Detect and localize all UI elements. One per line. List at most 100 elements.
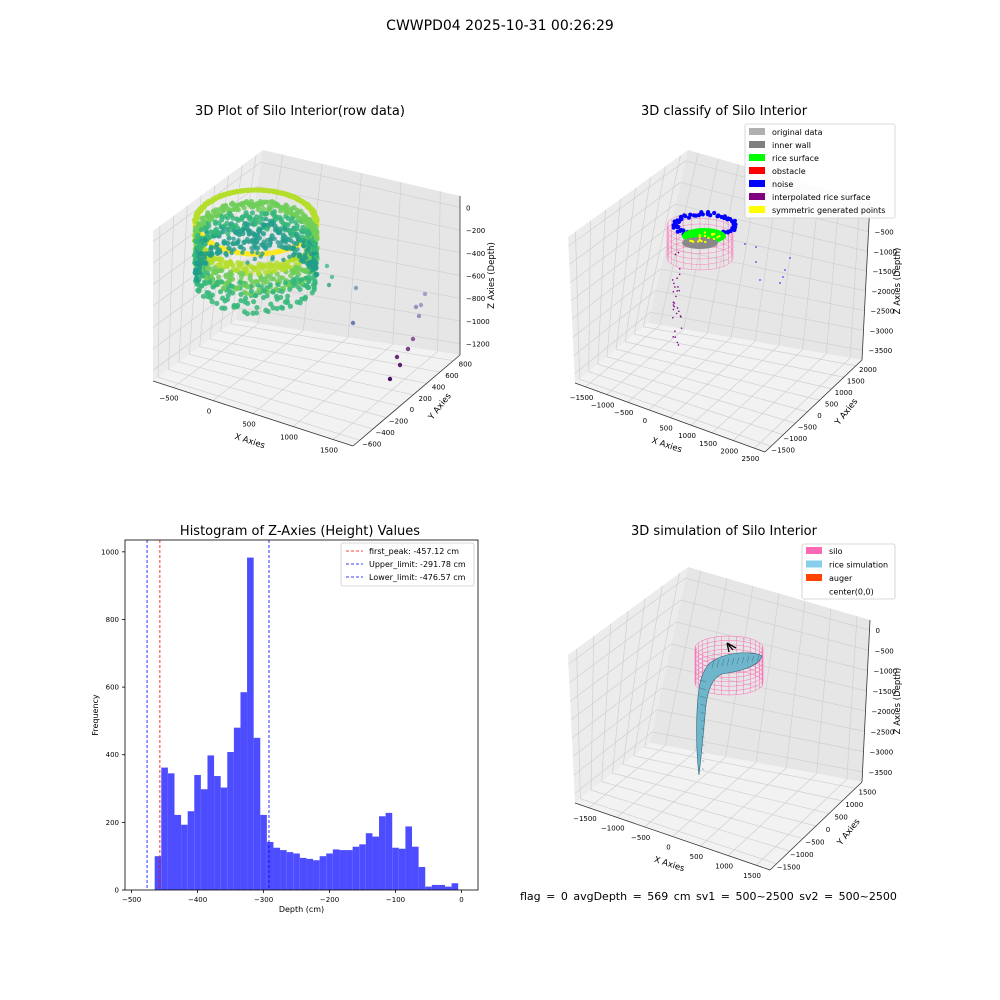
grid-line [633, 585, 663, 756]
data-point [297, 277, 303, 283]
y-axis-label: Frequency [91, 694, 100, 736]
data-point [282, 299, 288, 305]
symmetric-point [697, 240, 700, 243]
x-tick-label: −300 [254, 896, 273, 904]
x-tick-label: 0 [666, 844, 670, 852]
data-point [247, 273, 253, 279]
surface-mesh-line [701, 751, 705, 755]
legend-label: interpolated rice surface [772, 193, 870, 202]
data-point [252, 256, 258, 262]
data-point [312, 279, 318, 286]
legend-label: original data [772, 128, 823, 137]
legend-box [340, 542, 475, 587]
data-point [216, 274, 222, 280]
symmetric-point [698, 235, 701, 239]
z-tick-label: −3500 [869, 347, 893, 355]
interpolated-point [673, 305, 676, 308]
status-text: flag = 0 avgDepth = 569 cm sv1 = 500~250… [520, 890, 897, 903]
legend-box [801, 543, 896, 600]
y-tick-label: 800 [459, 361, 472, 369]
symmetric-point [703, 234, 707, 238]
data-point [196, 270, 203, 276]
z-axis-line [861, 201, 871, 361]
x-tick-label: 2000 [720, 448, 738, 456]
interpolated-point [671, 279, 674, 281]
y-tick-label: −1000 [783, 435, 807, 443]
data-point [270, 257, 275, 262]
data-point [303, 255, 309, 261]
z-tick-label: 0 [876, 627, 880, 635]
histogram-bar [207, 755, 215, 890]
interpolated-point [678, 273, 681, 276]
y-tick-label: 400 [106, 751, 119, 759]
data-point [394, 354, 400, 360]
data-point [267, 282, 273, 288]
grid-line [650, 311, 863, 351]
data-point [253, 235, 259, 240]
data-point [231, 241, 236, 247]
data-point [225, 292, 231, 299]
x-tick-label: −1000 [601, 824, 625, 832]
noise-point [722, 214, 727, 219]
grid-line [332, 351, 438, 440]
data-point [238, 273, 245, 280]
data-point [268, 276, 274, 282]
data-point [256, 219, 262, 225]
histogram-bar [438, 884, 446, 890]
noise-point [679, 216, 684, 222]
y-tick-label: 2000 [859, 366, 877, 374]
data-point [282, 280, 289, 286]
noise-point [675, 229, 680, 234]
legend-label: obstacle [772, 167, 806, 176]
grid-line [785, 601, 806, 769]
histogram-bar [227, 752, 234, 890]
data-point [295, 247, 300, 252]
y-tick-label: 600 [106, 684, 119, 692]
data-point [286, 244, 292, 249]
noise-point [789, 257, 791, 259]
interpolated-point [672, 304, 675, 306]
grid-line [711, 349, 803, 434]
data-point [263, 245, 269, 250]
panel-title-histogram: Histogram of Z-Axies (Height) Values [179, 524, 421, 539]
surface-mesh-line [700, 719, 706, 723]
grid-line [625, 341, 832, 390]
surface-mesh-line [701, 735, 705, 739]
data-point [312, 262, 318, 268]
noise-point [759, 279, 761, 281]
surface-mesh-line [701, 727, 705, 731]
y-axis-line [352, 354, 461, 447]
data-point [195, 287, 201, 293]
y-tick-label: 0 [826, 826, 830, 834]
pane-back [650, 567, 870, 782]
grid-line [633, 755, 843, 802]
data-point [205, 293, 211, 300]
panel-title-classify: 3D classify of Silo Interior [640, 104, 808, 119]
histogram-bar [405, 826, 413, 890]
data-point [281, 257, 286, 262]
grid-line [574, 731, 653, 795]
y-tick-label: 1500 [847, 377, 865, 385]
data-point [219, 305, 225, 311]
x-tick-label: 0 [207, 408, 211, 416]
data-point [237, 280, 243, 286]
grid-line [568, 577, 686, 665]
noise-point [782, 276, 784, 278]
z-tick-label: −1200 [466, 341, 490, 349]
noise-point [726, 229, 731, 234]
histogram-bar [313, 860, 320, 890]
grid-line [644, 573, 680, 748]
grid-line [606, 198, 621, 357]
surface-mesh-line [699, 679, 707, 683]
noise-point [696, 213, 702, 218]
data-point [248, 288, 255, 294]
interpolated-point [674, 253, 677, 256]
interpolated-point [673, 282, 675, 285]
x-tick-label: 500 [242, 421, 255, 429]
histogram-bar [273, 847, 281, 890]
data-point [203, 280, 209, 287]
grid-line [623, 764, 830, 814]
grid-line [676, 621, 868, 671]
data-point [208, 246, 214, 252]
